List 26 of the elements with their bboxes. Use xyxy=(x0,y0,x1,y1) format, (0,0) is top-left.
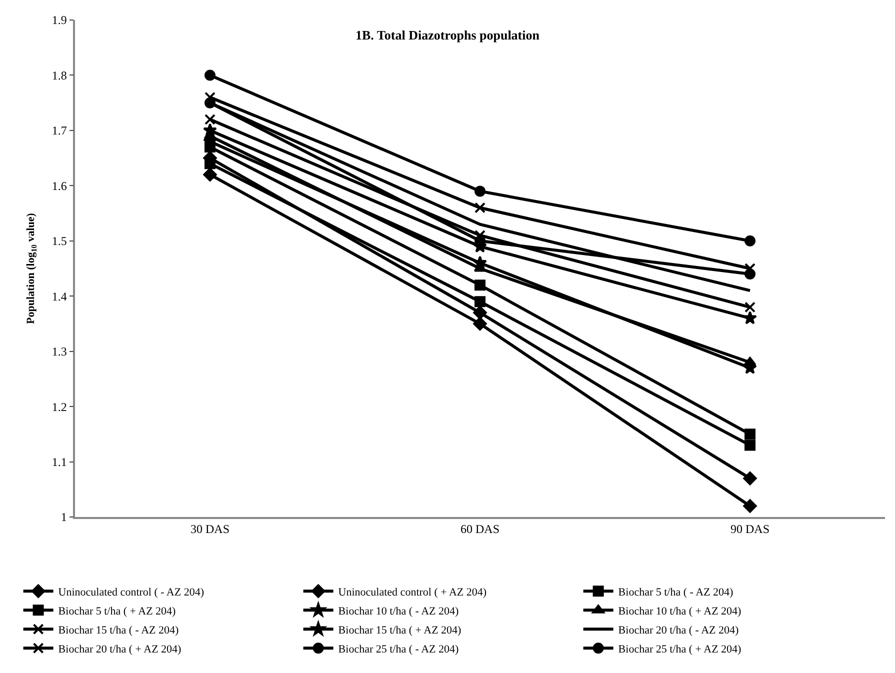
y-tick-label: 1 xyxy=(60,510,67,524)
x-tick-label: 60 DAS xyxy=(460,522,500,536)
legend-label: Biochar 10 t/ha ( + AZ 204) xyxy=(618,605,742,618)
y-tick-label: 1.3 xyxy=(52,344,67,359)
legend-label: Uninoculated control ( + AZ 204) xyxy=(338,586,487,598)
x-tick-label: 90 DAS xyxy=(730,522,770,536)
y-tick-label: 1.9 xyxy=(52,13,67,28)
legend-label: Biochar 15 t/ha ( - AZ 204) xyxy=(58,624,179,636)
legend-label: Biochar 5 t/ha ( + AZ 204) xyxy=(58,605,176,618)
legend-label: Biochar 20 t/ha ( + AZ 204) xyxy=(58,643,182,656)
y-tick-label: 1.8 xyxy=(52,68,67,82)
legend-label: Uninoculated control ( - AZ 204) xyxy=(58,586,204,598)
y-tick-label: 1.2 xyxy=(52,400,67,414)
y-tick-label: 1.4 xyxy=(52,289,67,304)
legend-label: Biochar 15 t/ha ( + AZ 204) xyxy=(338,624,462,636)
y-tick-label: 1.7 xyxy=(52,124,67,138)
y-tick-label: 1.5 xyxy=(52,234,67,248)
x-tick-label: 30 DAS xyxy=(190,522,230,536)
legend-label: Biochar 25 t/ha ( + AZ 204) xyxy=(618,643,742,656)
y-tick-label: 1.1 xyxy=(52,454,67,469)
legend-label: Biochar 25 t/ha ( - AZ 204) xyxy=(338,643,459,656)
y-tick-label: 1.6 xyxy=(52,178,67,193)
text: 1B. Total Diazotrophs population xyxy=(356,27,540,42)
legend-label: Biochar 20 t/ha ( - AZ 204) xyxy=(618,624,739,636)
legend-label: Biochar 5 t/ha ( - AZ 204) xyxy=(618,586,734,598)
legend-label: Biochar 10 t/ha ( - AZ 204) xyxy=(338,605,459,618)
